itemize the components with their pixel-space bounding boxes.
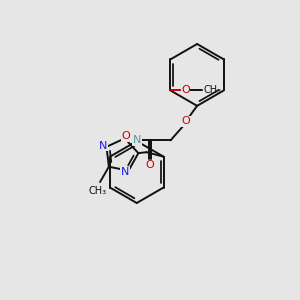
Text: O: O [182,116,190,126]
Text: O: O [122,131,130,141]
Text: CH₃: CH₃ [204,85,222,95]
Text: CH₃: CH₃ [88,187,106,196]
Text: O: O [181,85,190,95]
Text: N: N [99,141,107,151]
Text: N: N [133,135,141,145]
Text: O: O [146,160,154,170]
Text: H: H [123,135,130,144]
Text: N: N [121,167,129,177]
